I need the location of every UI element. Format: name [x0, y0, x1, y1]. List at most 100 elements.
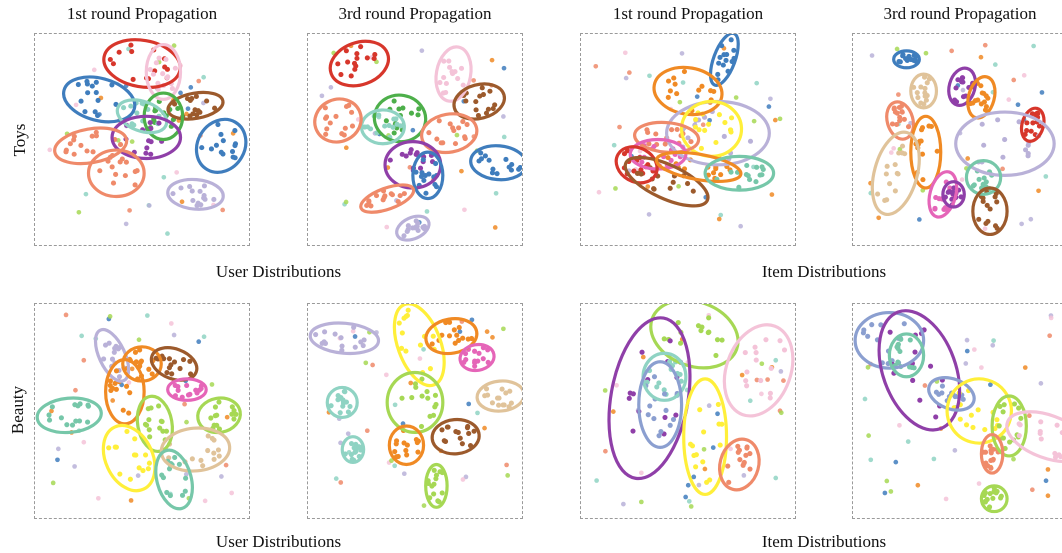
cluster-point [894, 110, 900, 116]
scatter-point [982, 226, 988, 232]
scatter-point [168, 321, 174, 326]
cluster-point [419, 393, 425, 399]
cluster-point [993, 490, 999, 496]
scatter-point [710, 445, 716, 450]
cluster-point [146, 427, 152, 433]
cluster-point [472, 363, 478, 369]
cluster-ellipse-red [1018, 106, 1048, 144]
cluster-point [382, 123, 388, 129]
cluster-point [399, 395, 405, 401]
scatter-point [178, 90, 183, 96]
scatter-point [868, 457, 874, 463]
scatter-point [766, 104, 772, 109]
scatter-point [76, 209, 82, 215]
cluster-point [458, 65, 465, 71]
cluster-point [980, 195, 986, 201]
cluster-point [1029, 111, 1035, 117]
scatter-point [363, 360, 369, 366]
cluster-ellipse-purple [864, 304, 975, 441]
cluster-point [899, 143, 906, 149]
scatter-point [126, 380, 132, 385]
scatter-point [196, 78, 202, 84]
cluster-point [387, 157, 393, 163]
cluster-point [383, 118, 389, 124]
cluster-point [430, 412, 437, 418]
cluster-point [405, 223, 411, 229]
cluster-point [717, 442, 723, 448]
scatter-plot [308, 304, 522, 518]
scatter-point [1039, 90, 1045, 95]
cluster-point [672, 81, 678, 87]
cluster-point [462, 136, 468, 142]
cluster-ellipse-salmon [89, 150, 145, 196]
cluster-point [200, 463, 206, 469]
cluster-point [908, 57, 914, 63]
cluster-point [49, 404, 55, 410]
scatter-point [424, 209, 430, 214]
cluster-point [163, 428, 170, 434]
cluster-point [685, 181, 691, 187]
cluster-point [332, 331, 338, 337]
cluster-ellipse-lime [641, 304, 747, 379]
cluster-point [661, 387, 667, 393]
cluster-point [713, 352, 719, 358]
scatter-point [50, 480, 56, 486]
scatter-plot [308, 34, 522, 245]
cluster-ellipse-salmon [357, 179, 417, 218]
cluster-point [717, 54, 723, 60]
scatter-point [343, 199, 349, 205]
scatter-point [777, 116, 783, 122]
cluster-point [419, 376, 425, 382]
cluster-point [204, 98, 210, 104]
cluster-point [472, 348, 478, 354]
cluster-ellipse-pink [146, 45, 180, 100]
cluster-point [153, 355, 159, 361]
cluster-ellipse-pink [432, 44, 475, 104]
cluster-point [391, 130, 397, 136]
cluster-point [456, 337, 462, 343]
cluster-point [163, 56, 169, 62]
cluster-point [132, 436, 138, 442]
cluster-point [340, 403, 346, 409]
scatter-point [384, 224, 390, 230]
cluster-point [752, 344, 758, 350]
scatter-point [49, 408, 54, 414]
cluster-ellipse-purple [943, 182, 964, 207]
cluster-point [747, 451, 753, 457]
cluster-point [910, 377, 916, 383]
cluster-point [482, 393, 488, 399]
cluster-point [914, 90, 920, 96]
cluster-point [714, 337, 721, 343]
scatter-point [988, 382, 993, 388]
scatter-point [1019, 221, 1024, 227]
cluster-point [441, 74, 447, 81]
cluster-point [399, 151, 405, 157]
cluster-point [408, 147, 414, 153]
cluster-point [696, 87, 702, 93]
cluster-point [117, 159, 123, 165]
scatter-point [1028, 216, 1034, 222]
cluster-point [136, 465, 142, 471]
scatter-point [646, 212, 652, 217]
cluster-point [146, 417, 152, 423]
cluster-point [905, 124, 912, 130]
cluster-point [216, 453, 222, 459]
cluster-point [465, 336, 471, 342]
cluster-point [1016, 421, 1022, 427]
scatter-point [489, 57, 495, 63]
cluster-point [992, 194, 998, 200]
cluster-point [1059, 430, 1062, 436]
cluster-point [396, 106, 402, 112]
cluster-point [131, 122, 137, 128]
scatter-point [91, 67, 97, 73]
scatter-point [1021, 73, 1027, 78]
scatter-point [107, 314, 113, 319]
scatter-plot [35, 304, 249, 518]
cluster-point [162, 64, 168, 70]
scatter-point [979, 365, 984, 370]
scatter-point [754, 80, 760, 86]
cluster-point [215, 122, 221, 128]
cluster-ellipse-red [324, 34, 395, 93]
cluster-point [429, 341, 435, 347]
scatter-point [224, 414, 230, 420]
